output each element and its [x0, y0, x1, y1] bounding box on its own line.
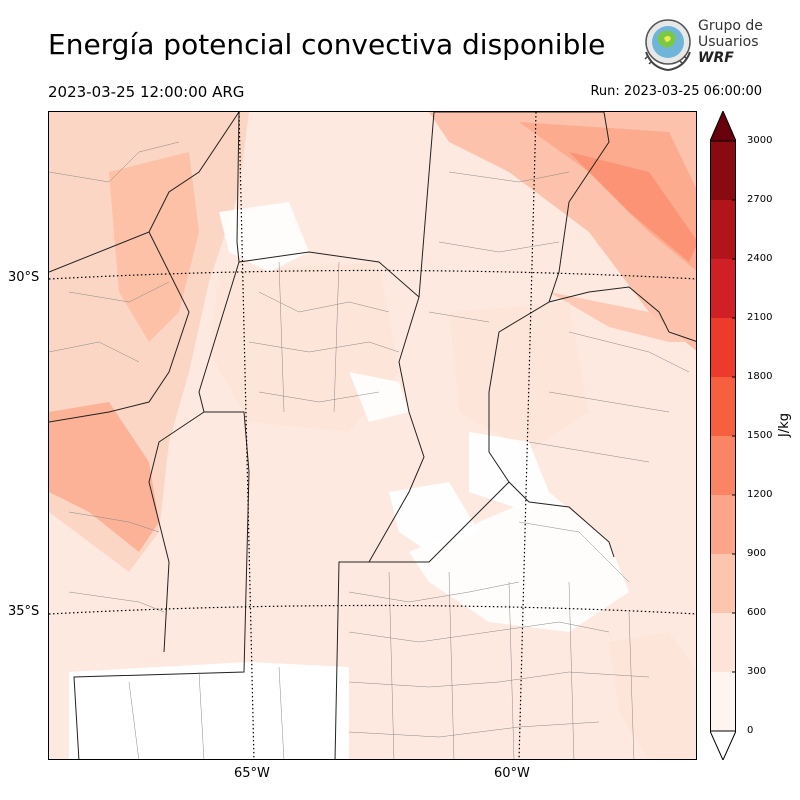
colorbar-segment: [710, 613, 736, 672]
lon-label-60w: 60°W: [494, 766, 530, 781]
wrf-users-logo: Grupo de Usuarios WRF: [638, 14, 768, 74]
colorbar: [710, 111, 736, 760]
department-borders: [49, 141, 690, 759]
colorbar-segment: [710, 377, 736, 436]
colorbar-tick-label: 1500: [747, 430, 773, 441]
colorbar-tick-label: 1800: [747, 371, 773, 382]
map-title: Energía potencial convectiva disponible: [48, 28, 606, 61]
colorbar-tick-label: 900: [747, 548, 767, 559]
colorbar-tick-label: 0: [747, 725, 754, 736]
colorbar-segment: [710, 672, 736, 731]
colorbar-tick-label: 2700: [747, 194, 773, 205]
run-time: Run: 2023-03-25 06:00:00: [590, 84, 762, 99]
colorbar-tick-label: 2400: [747, 253, 773, 264]
colorbar-tick-label: 3000: [747, 135, 773, 146]
colorbar-segment: [710, 318, 736, 377]
colorbar-extend-low: [710, 730, 736, 760]
colorbar-tick-label: 1200: [747, 489, 773, 500]
valid-time: 2023-03-25 12:00:00 ARG: [48, 83, 245, 101]
logo-line-2: Usuarios: [698, 34, 759, 50]
logo-text: Grupo de Usuarios WRF: [698, 18, 763, 66]
colorbar-segment: [710, 141, 736, 200]
cape-map: [48, 111, 697, 760]
colorbar-tick-label: 600: [747, 607, 767, 618]
colorbar-segment: [710, 259, 736, 318]
logo-line-3: WRF: [698, 50, 734, 66]
lon-label-65w: 65°W: [234, 766, 270, 781]
graticule: [49, 112, 696, 759]
logo-line-1: Grupo de: [698, 18, 763, 34]
colorbar-tick-label: 2100: [747, 312, 773, 323]
colorbar-segment: [710, 554, 736, 613]
lat-label-35s: 35°S: [8, 604, 40, 619]
lat-label-30s: 30°S: [8, 270, 40, 285]
colorbar-tick-label: 300: [747, 666, 767, 677]
colorbar-segment: [710, 495, 736, 554]
cape-shading: [49, 112, 696, 759]
colorbar-segment: [710, 436, 736, 495]
colorbar-unit: J/kg: [777, 413, 792, 437]
globe-logo-icon: [644, 19, 691, 72]
colorbar-segment: [710, 200, 736, 259]
colorbar-extend-high: [710, 111, 736, 142]
map-canvas: [49, 112, 696, 759]
province-borders: [49, 112, 696, 759]
